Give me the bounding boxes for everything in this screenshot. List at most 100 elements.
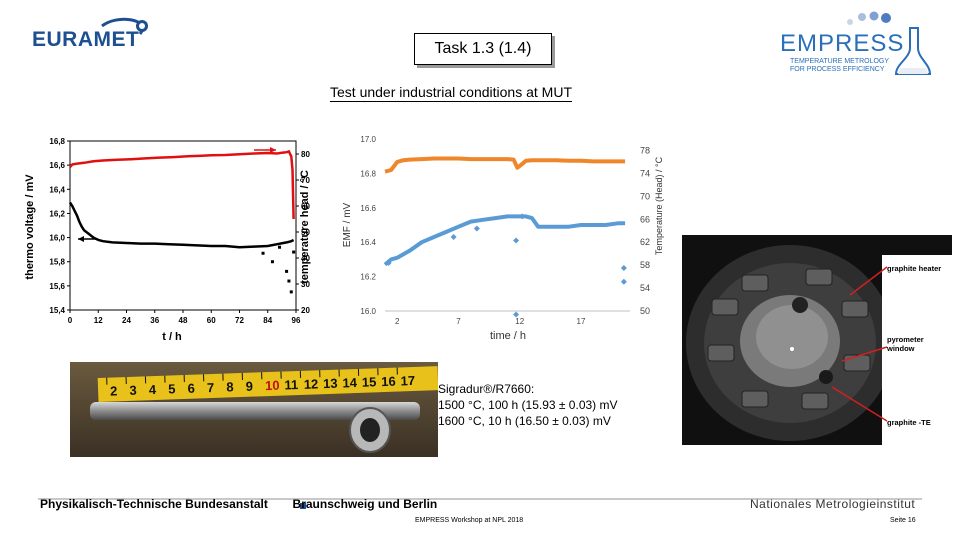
material-note: Sigradur®/R7660: 1500 °C, 100 h (15.93 ±…: [438, 381, 618, 429]
footer-institution-name: Physikalisch-Technische Bundesanstalt: [40, 497, 268, 511]
footer-institution: Physikalisch-Technische Bundesanstalt Br…: [40, 497, 437, 511]
outlier-points: [261, 245, 296, 294]
x-tick-label: 48: [179, 316, 188, 325]
pyrometer-window-label-2: window: [886, 344, 915, 353]
left-tick-label: 15,4: [49, 306, 65, 315]
page-number: Seite 16: [890, 517, 916, 524]
left-tick-label: 16.6: [360, 204, 376, 213]
right-tick-label: 70: [640, 191, 650, 201]
ruler-digits: 2 3 4 5 6 7 8 9 10 11 12 13 14 15 16 17: [106, 367, 415, 399]
ruler-digit: 16: [381, 374, 396, 389]
x-tick-label: 12: [94, 316, 103, 325]
ruler-digit: 9: [245, 379, 253, 394]
x-tick-label: 84: [263, 316, 272, 325]
x-tick-label: 12: [515, 317, 524, 326]
sensor-rod: [90, 402, 420, 420]
left-arrowhead-icon: [78, 236, 84, 242]
right-tick-label: 58: [640, 260, 650, 270]
outlier-point: [473, 225, 480, 232]
ruler-digit: 12: [304, 376, 319, 391]
outlier-point: [519, 213, 526, 220]
series-line-0: [384, 156, 626, 174]
footer-location: Braunschweig und Berlin: [292, 497, 438, 511]
left-tick-label: 15,8: [49, 258, 65, 267]
plot-frame: [69, 140, 297, 311]
left-ylabel: EMF / mV: [342, 202, 353, 247]
outlier-point: [513, 237, 520, 244]
left-tick-label: 16.8: [360, 169, 376, 178]
arrow-marks: [78, 147, 276, 242]
graphite-te-label: graphite -TE: [887, 418, 931, 427]
left-tick-label: 16,2: [49, 209, 65, 218]
euramet-wordmark: EURAMET: [32, 28, 140, 51]
x-axis-ticks: 0 12 24 36 48 60 72 84 96: [68, 310, 301, 325]
right-tick-label: 50: [301, 228, 310, 237]
right-arrowhead-icon: [270, 147, 276, 153]
empress-tagline-line-1: TEMPERATURE METROLOGY: [790, 58, 890, 65]
material-note-line-2: 1500 °C, 100 h (15.93 ± 0.03) mV: [438, 398, 618, 412]
x-tick-label: 60: [207, 316, 216, 325]
series-group: [68, 149, 295, 249]
right-tick-label: 20: [301, 306, 310, 315]
outlier-point: [292, 250, 296, 254]
right-tick-label: 66: [640, 214, 650, 224]
ruler-digit: 3: [129, 383, 137, 398]
empress-tagline-line-2: FOR PROCESS EFFICIENCY: [790, 66, 885, 73]
empress-tagline: TEMPERATURE METROLOGY FOR PROCESS EFFICI…: [790, 58, 889, 74]
outlier-point: [513, 311, 520, 318]
ruler-digit: 13: [323, 376, 338, 391]
footer-bar: [38, 498, 922, 509]
right-tick-label: 60: [301, 202, 310, 211]
slide-title: Task 1.3 (1.4): [414, 33, 552, 65]
x-tick-label: 24: [122, 316, 131, 325]
ruler-digit: 5: [168, 381, 176, 396]
left-tick-label: 16,4: [49, 185, 65, 194]
left-tick-label: 15,6: [49, 282, 65, 291]
right-tick-label: 30: [301, 280, 310, 289]
outlier-point: [620, 265, 627, 271]
right-tick-label: 54: [640, 283, 650, 293]
series-line-1: [68, 201, 295, 249]
outlier-point: [385, 259, 392, 266]
ruler-digit: 7: [207, 380, 215, 395]
ruler-digit: 4: [149, 382, 158, 397]
series-line-1: [383, 214, 626, 267]
x-axis-ticks: 2 7 12 17: [395, 317, 586, 326]
thermo-voltage-chart: 15,4 15,6 15,8 16,0 16,2 16,4 16,6 16,8 20 30 40 5…: [24, 137, 311, 343]
ruler-digit: 6: [187, 381, 195, 396]
left-tick-label: 16,0: [49, 234, 65, 243]
x-label: t / h: [162, 331, 182, 343]
ruler-digit: 17: [400, 373, 415, 388]
right-tick-label: 70: [301, 176, 310, 185]
right-axis-ticks: 20 30 40 50 60 70 80: [296, 150, 310, 315]
left-axis-ticks: 15,4 15,6 15,8 16,0 16,2 16,4 16,6 16,8: [49, 137, 70, 315]
series-group: [383, 156, 626, 267]
left-tick-label: 17.0: [360, 135, 376, 144]
ruler-digit: 15: [362, 374, 377, 389]
outlier-point: [287, 279, 291, 283]
pyrometer-window-label-1: pyrometer: [887, 335, 924, 344]
outlier-points: [385, 213, 627, 318]
sensor-rod-photo: 2 3 4 5 6 7 8 9 10 11 12 13 14 15 16 17: [70, 362, 438, 457]
right-tick-label: 80: [301, 150, 310, 159]
left-tick-label: 16.0: [360, 307, 376, 316]
empress-wordmark: EMPRESS: [780, 30, 905, 57]
empress-logo: [847, 11, 932, 75]
x-tick-label: 2: [395, 317, 400, 326]
outlier-point: [261, 251, 265, 255]
right-ylabel: temperature head / °C: [299, 170, 311, 284]
ruler-digit: 11: [284, 377, 298, 392]
outlier-point: [278, 245, 282, 249]
x-tick-label: 7: [456, 317, 461, 326]
left-tick-label: 16.2: [360, 273, 376, 282]
series-line-0: [69, 149, 295, 220]
label-background: [882, 255, 952, 445]
left-ylabel: thermo voltage / mV: [24, 174, 36, 280]
material-note-line-3: 1600 °C, 10 h (16.50 ± 0.03) mV: [438, 414, 611, 428]
footer-nmi: Nationales Metrologieinstitut: [750, 497, 916, 511]
outlier-point: [289, 290, 293, 294]
ruler-digit: 2: [110, 383, 118, 398]
right-ylabel: Temperature (Head) / °C: [654, 156, 664, 255]
x-tick-label: 17: [577, 317, 586, 326]
right-tick-label: 78: [640, 145, 650, 155]
